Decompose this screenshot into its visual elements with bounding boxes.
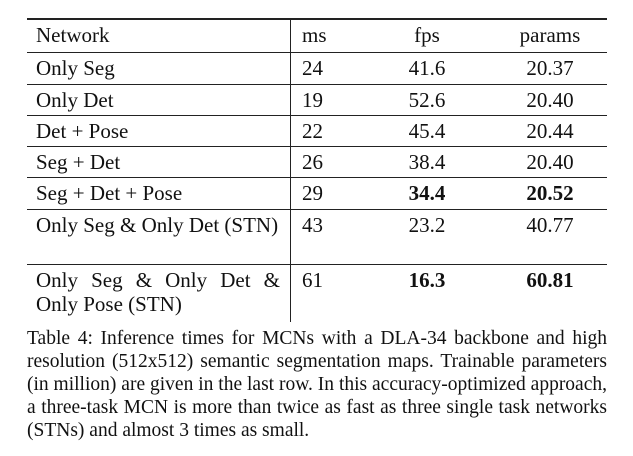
- row-rule: [27, 264, 607, 265]
- table-cell: Seg + Det + Pose: [36, 181, 183, 205]
- table-cell: Det + Pose: [36, 119, 129, 143]
- table-cell: Only Seg & Only Det (STN): [36, 213, 279, 237]
- table-cell: 23.2: [408, 213, 446, 237]
- table-cell: Only Det: [36, 88, 114, 112]
- table-cell: 61: [302, 268, 323, 292]
- header-cell: Network: [36, 23, 110, 47]
- row-rule: [27, 209, 607, 210]
- table-cell: 52.6: [408, 88, 446, 112]
- table-cell: 45.4: [408, 119, 446, 143]
- table-cell: 22: [302, 119, 323, 143]
- table-cell: 38.4: [408, 150, 446, 174]
- header-cell: params: [519, 23, 581, 47]
- table-cell: 20.44: [526, 119, 574, 143]
- table-cell: 24: [302, 56, 323, 80]
- table-cell: 29: [302, 181, 323, 205]
- table-cell: Only Seg & Only Det & Only Pose (STN): [36, 268, 280, 316]
- table-cell: Only Seg: [36, 56, 115, 80]
- column-rule: [290, 18, 291, 322]
- table-cell: 43: [302, 213, 323, 237]
- table-cell: 20.40: [526, 150, 574, 174]
- row-rule: [27, 52, 607, 53]
- row-rule: [27, 84, 607, 85]
- top-rule: [27, 18, 607, 20]
- table-cell: 60.81: [526, 268, 574, 292]
- table-cell: 19: [302, 88, 323, 112]
- table-cell: Seg + Det: [36, 150, 121, 174]
- header-cell: ms: [302, 23, 327, 47]
- row-rule: [27, 146, 607, 147]
- header-cell: fps: [414, 23, 440, 47]
- table-cell: 40.77: [526, 213, 574, 237]
- caption: Table 4: Inference times for MCNs with a…: [27, 328, 607, 441]
- table-cell: 20.37: [526, 56, 574, 80]
- row-rule: [27, 177, 607, 178]
- table-cell: 20.52: [526, 181, 574, 205]
- table-cell: 16.3: [408, 268, 446, 292]
- row-rule: [27, 115, 607, 116]
- table-cell: 20.40: [526, 88, 574, 112]
- table-cell: 34.4: [408, 181, 446, 205]
- table-cell: 26: [302, 150, 323, 174]
- table-cell: 41.6: [408, 56, 446, 80]
